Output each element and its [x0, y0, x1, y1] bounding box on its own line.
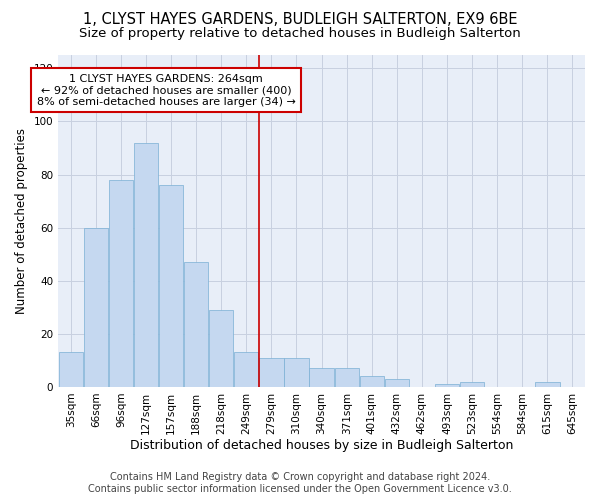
Bar: [310, 368, 334, 387]
Text: 1, CLYST HAYES GARDENS, BUDLEIGH SALTERTON, EX9 6BE: 1, CLYST HAYES GARDENS, BUDLEIGH SALTERT…: [83, 12, 517, 28]
Bar: [535, 382, 560, 387]
Bar: [209, 310, 233, 387]
Text: Contains HM Land Registry data © Crown copyright and database right 2024.
Contai: Contains HM Land Registry data © Crown c…: [88, 472, 512, 494]
Bar: [435, 384, 459, 387]
Bar: [259, 358, 284, 387]
Bar: [184, 262, 208, 387]
Bar: [234, 352, 259, 387]
Bar: [284, 358, 308, 387]
Bar: [385, 379, 409, 387]
Bar: [335, 368, 359, 387]
Y-axis label: Number of detached properties: Number of detached properties: [15, 128, 28, 314]
Bar: [83, 228, 108, 387]
Bar: [460, 382, 484, 387]
Bar: [359, 376, 384, 387]
Text: Size of property relative to detached houses in Budleigh Salterton: Size of property relative to detached ho…: [79, 28, 521, 40]
Bar: [134, 142, 158, 387]
Text: 1 CLYST HAYES GARDENS: 264sqm
← 92% of detached houses are smaller (400)
8% of s: 1 CLYST HAYES GARDENS: 264sqm ← 92% of d…: [37, 74, 295, 107]
Bar: [109, 180, 133, 387]
Bar: [59, 352, 83, 387]
Bar: [159, 185, 183, 387]
X-axis label: Distribution of detached houses by size in Budleigh Salterton: Distribution of detached houses by size …: [130, 440, 513, 452]
